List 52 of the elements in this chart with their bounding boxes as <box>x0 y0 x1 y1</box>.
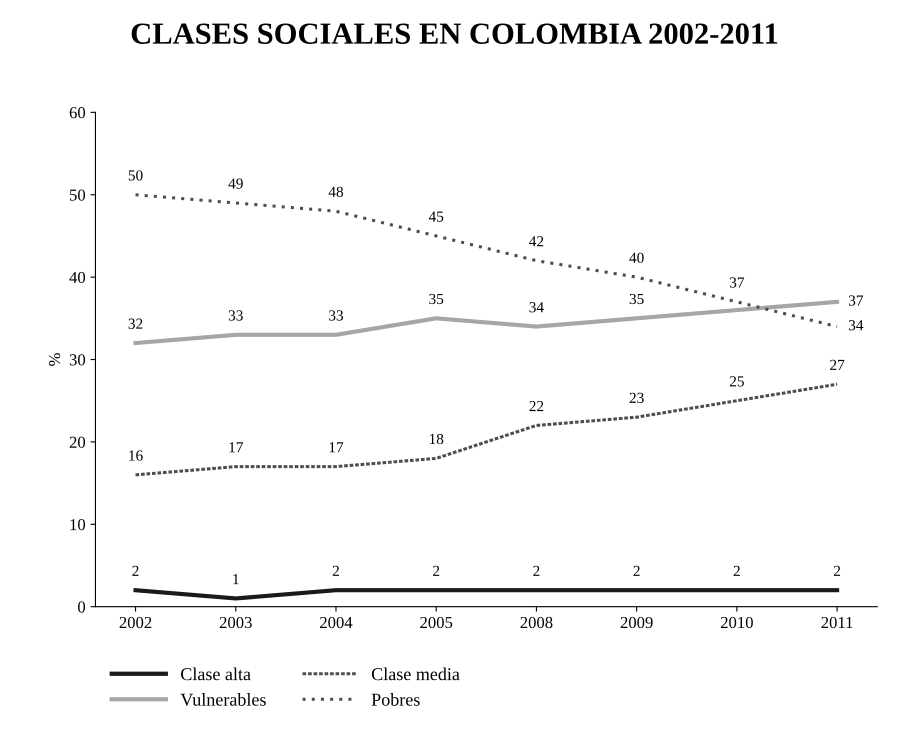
data-label: 45 <box>428 212 444 222</box>
data-label: 25 <box>730 376 744 386</box>
chart-title: CLASES SOCIALES EN COLOMBIA 2002-2011 <box>132 23 778 44</box>
data-label: 2 <box>433 566 440 576</box>
y-tick-label: 10 <box>70 519 86 530</box>
x-tick-label: 2010 <box>720 616 753 628</box>
data-label: 2 <box>533 566 540 576</box>
y-tick-label: 40 <box>69 272 86 284</box>
x-tick-label: 2003 <box>220 616 252 628</box>
data-label: 32 <box>128 318 142 329</box>
data-label: 27 <box>830 360 844 370</box>
data-label: 35 <box>429 294 444 304</box>
data-label: 2 <box>634 566 640 576</box>
y-tick-label: 0 <box>78 601 86 613</box>
data-label: 37 <box>730 277 744 288</box>
data-label: 37 <box>848 295 864 306</box>
x-tick-label: 2009 <box>620 616 653 628</box>
data-label: 2 <box>332 566 339 576</box>
y-tick-label: 20 <box>70 436 86 448</box>
x-tick-label: 2011 <box>821 616 852 628</box>
data-label: 48 <box>328 186 344 198</box>
x-tick-label: 2008 <box>520 616 552 628</box>
data-label: 40 <box>629 252 644 263</box>
x-tick-label: 2002 <box>120 616 152 628</box>
data-label: 35 <box>630 294 644 304</box>
data-label: 2 <box>834 566 840 576</box>
data-label: 34 <box>848 320 864 330</box>
legend-label: Vulnerables <box>180 693 266 706</box>
data-label: 22 <box>529 400 544 412</box>
y-tick-label: 30 <box>70 354 86 366</box>
data-label: 2 <box>734 566 740 576</box>
data-label: 1 <box>233 574 239 584</box>
legend-label: Clase media <box>372 668 460 680</box>
x-tick-label: 2005 <box>420 616 452 628</box>
data-label: 23 <box>630 392 644 403</box>
y-axis-title: % <box>48 353 60 366</box>
data-label: 49 <box>228 178 243 189</box>
data-label: 42 <box>529 236 544 246</box>
data-label: 16 <box>129 450 143 461</box>
data-label: 17 <box>229 442 243 452</box>
data-label: 18 <box>430 434 444 444</box>
data-label: 17 <box>330 442 344 452</box>
y-tick-label: 60 <box>70 107 86 118</box>
legend-label: Clase alta <box>181 668 251 680</box>
data-label: 33 <box>228 310 243 321</box>
data-label: 33 <box>329 310 344 321</box>
data-label: 2 <box>132 566 139 576</box>
legend-label: Pobres <box>372 693 420 706</box>
data-label: 50 <box>128 170 143 181</box>
x-tick-label: 2004 <box>320 616 352 628</box>
data-label: 34 <box>530 302 544 312</box>
y-tick-label: 50 <box>70 189 86 201</box>
